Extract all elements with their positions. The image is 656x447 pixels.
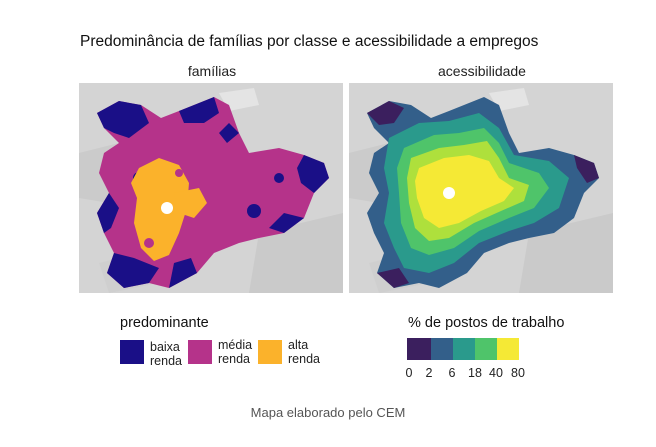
map-acessibilidade xyxy=(349,83,613,293)
legend-label-media-renda: média renda xyxy=(218,338,253,366)
caption: Mapa elaborado pelo CEM xyxy=(250,405,406,420)
colorbar-step-3 xyxy=(475,338,497,360)
legend-swatch-media-renda xyxy=(188,340,212,364)
colorbar-step-1 xyxy=(431,338,453,360)
colorbar-step-2 xyxy=(453,338,475,360)
colorbar-tick-2: 6 xyxy=(448,366,456,380)
colorbar-tick-5: 80 xyxy=(511,366,525,380)
colorbar-tick-0: 0 xyxy=(405,366,413,380)
legend-swatch-alta-renda xyxy=(258,340,282,364)
legend-swatch-baixa-renda xyxy=(120,340,144,364)
map-title: Predominância de famílias por classe e a… xyxy=(80,33,539,50)
legend-label-alta-renda: alta renda xyxy=(288,338,320,366)
map-acessibilidade-svg xyxy=(349,83,613,293)
colorbar-tick-3: 18 xyxy=(468,366,482,380)
colorbar-tick-4: 40 xyxy=(489,366,503,380)
map-familias xyxy=(79,83,343,293)
map-familias-svg xyxy=(79,83,343,293)
panel-label-familias: famílias xyxy=(187,63,237,79)
colorbar-step-0 xyxy=(407,338,431,360)
colorbar-tick-1: 2 xyxy=(425,366,433,380)
colorbar-step-4 xyxy=(497,338,519,360)
legend-label-baixa-renda: baixa renda xyxy=(150,340,182,368)
panel-label-acessibilidade: acessibilidade xyxy=(438,63,526,79)
legend-classes-title: predominante xyxy=(120,315,209,331)
legend-access-title: % de postos de trabalho xyxy=(408,315,565,331)
